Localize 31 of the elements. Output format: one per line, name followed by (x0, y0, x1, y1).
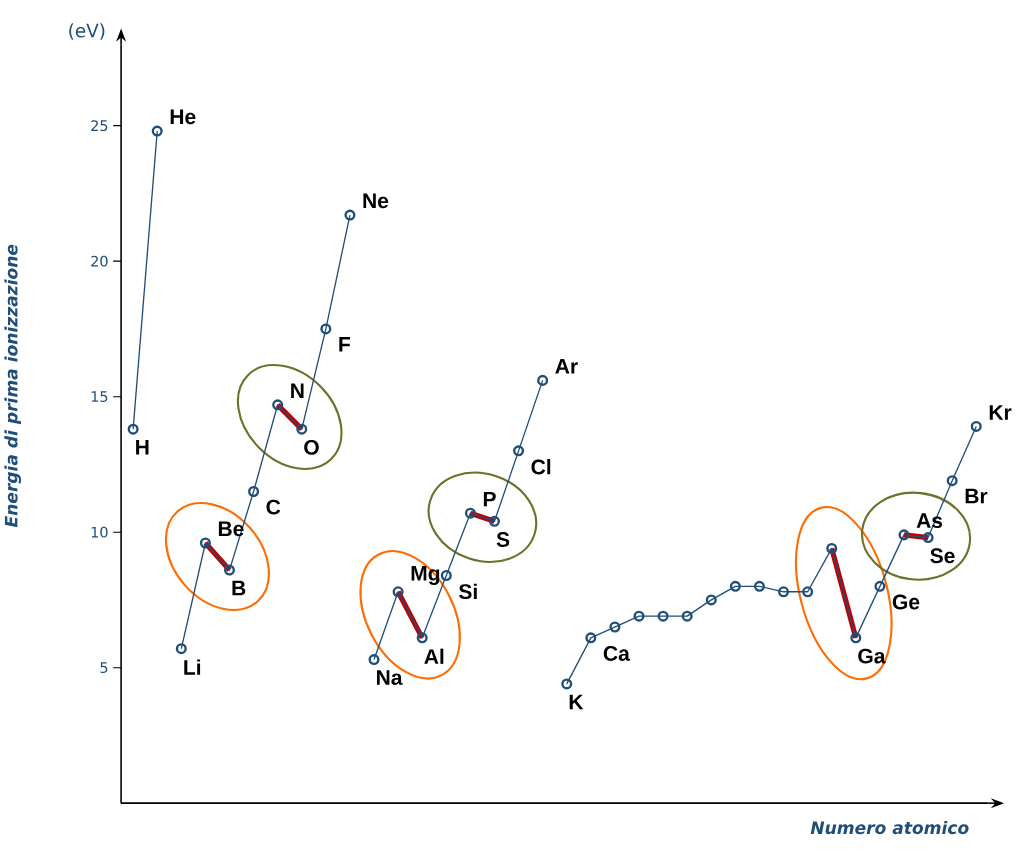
y-axis-title: Energia di prima ionizzazione (4, 244, 22, 527)
y-tick-label: 25 (91, 119, 108, 131)
text: Ar (555, 358, 578, 374)
y-tick-label: 5 (100, 662, 108, 673)
text: F (339, 336, 351, 352)
text: Li (184, 659, 201, 675)
text: Ne (363, 193, 389, 209)
text: Br (965, 488, 988, 504)
text: Si (458, 583, 477, 599)
text: Al (424, 648, 444, 664)
text: P (483, 491, 496, 507)
text: H (136, 439, 149, 455)
text: O (304, 439, 319, 455)
text: S (496, 531, 510, 547)
text: N (291, 383, 304, 398)
text: K (569, 694, 584, 709)
text: Ca (603, 645, 630, 661)
text: B (232, 580, 246, 596)
y-tick-label: 15 (91, 391, 108, 402)
y-tick-label: 20 (91, 255, 108, 267)
text: (eV) (69, 23, 105, 40)
text: Cl (531, 458, 551, 475)
text: Se (930, 548, 955, 564)
x-axis-title: Numero atomico (810, 820, 969, 834)
text: Na (377, 670, 403, 685)
text: C (266, 499, 281, 515)
text: Ge (892, 594, 920, 610)
text: He (170, 109, 196, 125)
y-tick-label: 10 (91, 526, 108, 538)
text: Ga (858, 648, 886, 664)
text: Kr (989, 404, 1012, 420)
